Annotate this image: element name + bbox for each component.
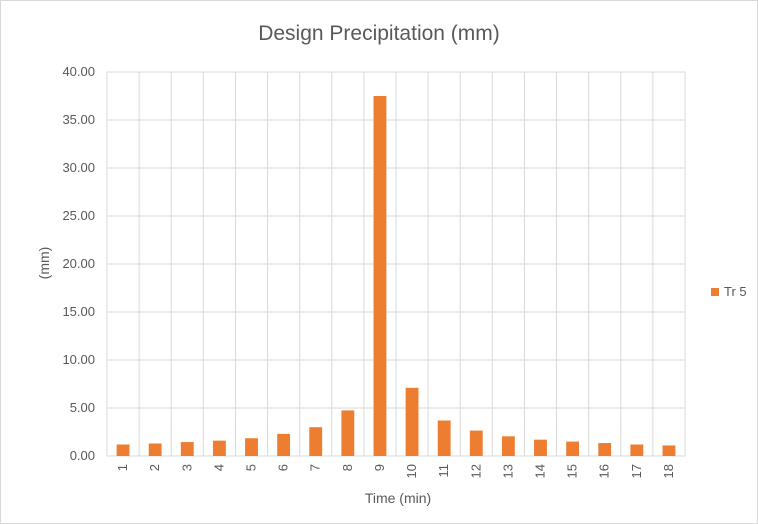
bar-18	[662, 445, 676, 456]
x-tick-label: 17	[629, 464, 644, 478]
legend-swatch	[711, 287, 719, 296]
y-tick-label: 20.00	[62, 256, 95, 271]
x-tick-label: 8	[340, 464, 355, 471]
x-tick-label: 11	[436, 464, 451, 478]
x-tick-label: 13	[500, 464, 515, 478]
bar-13	[501, 436, 515, 456]
x-tick-label: 14	[533, 464, 548, 478]
bar-8	[341, 410, 355, 456]
x-tick-label: 6	[276, 464, 291, 471]
gridlines	[106, 71, 686, 457]
x-tick-label: 5	[244, 464, 259, 471]
x-tick-label: 15	[565, 464, 580, 478]
bar-12	[469, 430, 483, 456]
y-tick-label: 40.00	[62, 64, 95, 79]
legend-label: Tr 5	[724, 284, 747, 299]
x-tick-label: 2	[147, 464, 162, 471]
y-tick-labels: 0.00 5.00 10.00 15.00 20.00 25.00 30.00 35.00 40…	[62, 64, 95, 463]
bar-10	[405, 387, 419, 456]
y-tick-label: 10.00	[62, 352, 95, 367]
x-tick-label: 7	[308, 464, 323, 471]
y-tick-label: 30.00	[62, 160, 95, 175]
x-tick-labels: 1 2 3 4 5 6 7 8 9 10 11 12 13 14 15 16 17 18	[115, 464, 676, 478]
bars	[116, 96, 676, 456]
x-axis-title: Time (min)	[365, 490, 431, 506]
bar-15	[566, 441, 580, 456]
bar-17	[630, 444, 644, 456]
y-axis-title: (mm)	[36, 247, 52, 280]
chart-title: Design Precipitation (mm)	[258, 22, 500, 45]
bar-6	[277, 433, 291, 456]
x-tick-label: 18	[661, 464, 676, 478]
bar-11	[437, 420, 451, 456]
x-tick-label: 16	[597, 464, 612, 478]
bar-2	[148, 443, 162, 456]
x-tick-label: 1	[115, 464, 130, 471]
bar-9	[373, 96, 387, 456]
bar-16	[598, 443, 612, 456]
y-tick-label: 25.00	[62, 208, 95, 223]
bar-1	[116, 444, 130, 456]
bar-4	[212, 440, 226, 456]
x-tick-label: 4	[211, 464, 226, 471]
y-tick-label: 35.00	[62, 112, 95, 127]
x-tick-label: 9	[372, 464, 387, 471]
y-tick-label: 15.00	[62, 304, 95, 319]
y-tick-label: 5.00	[70, 400, 95, 415]
bar-7	[309, 427, 323, 456]
bar-14	[534, 439, 547, 456]
bar-3	[180, 442, 194, 456]
x-tick-label: 10	[404, 464, 419, 478]
bar-5	[245, 438, 258, 456]
x-tick-label: 12	[468, 464, 483, 478]
x-tick-label: 3	[179, 464, 194, 471]
legend: Tr 5	[711, 284, 747, 299]
y-tick-label: 0.00	[70, 448, 95, 463]
